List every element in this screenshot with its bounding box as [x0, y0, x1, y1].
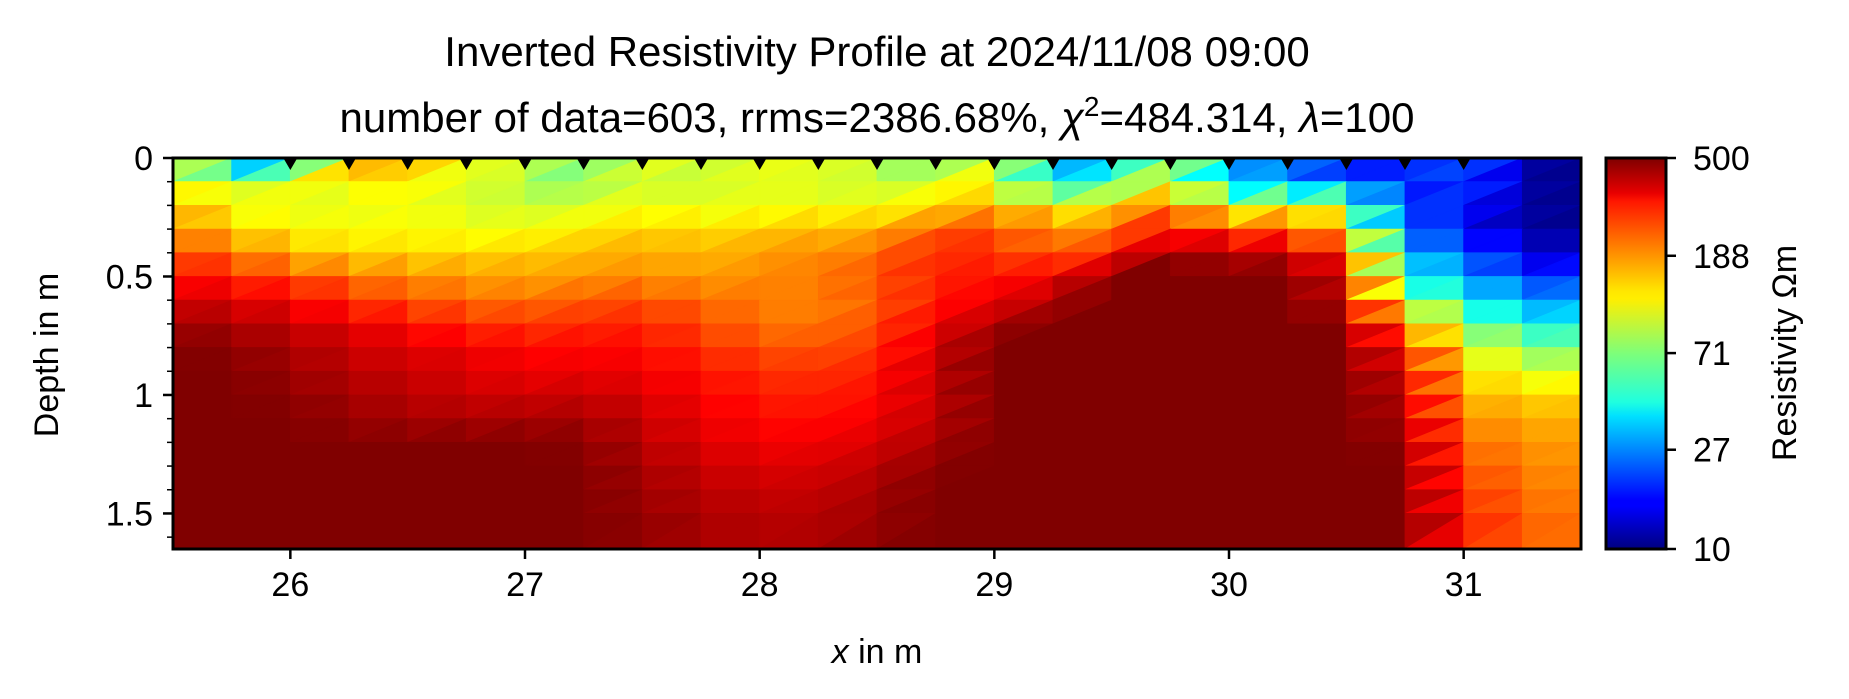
chi-symbol: χ	[1057, 94, 1085, 141]
electrode-marker	[1222, 158, 1236, 170]
colorbar-tick-label: 188	[1693, 238, 1750, 276]
x-tick-label: 27	[506, 566, 544, 604]
x-tick-label: 28	[741, 566, 779, 604]
x-axis-label-text: in m	[849, 633, 923, 671]
electrode-marker	[752, 158, 767, 170]
electrode-marker	[1456, 158, 1471, 170]
electrode-marker	[694, 158, 708, 170]
y-tick-label: 1	[134, 377, 153, 415]
colorbar-label: Resistivity Ωm	[1766, 245, 1804, 461]
electrode-marker	[1163, 158, 1178, 170]
colorbar-tick-label: 500	[1693, 140, 1750, 178]
electrode-marker	[283, 158, 298, 170]
y-tick-label: 0	[134, 140, 153, 178]
electrode-marker	[459, 158, 474, 170]
colorbar-tick-label: 10	[1693, 531, 1731, 569]
electrode-marker	[400, 158, 415, 170]
x-tick-label: 26	[271, 566, 309, 604]
x-tick-label: 29	[975, 566, 1013, 604]
electrode-marker	[1339, 158, 1354, 170]
electrode-marker	[342, 158, 356, 170]
electrode-marker	[1104, 158, 1119, 170]
x-axis-label-symbol: x	[830, 633, 850, 671]
y-axis-label: Depth in m	[28, 273, 66, 437]
chart-title: Inverted Resistivity Profile at 2024/11/…	[444, 28, 1309, 75]
electrode-marker	[870, 158, 884, 170]
x-axis: 26 27 28 29 30 31	[271, 549, 1483, 604]
colorbar-ticks: 10 27 71 188 500	[1666, 140, 1750, 569]
x-axis-label: x in m	[830, 633, 923, 671]
electrode-marker	[928, 158, 943, 170]
resistivity-cell	[1521, 512, 1581, 549]
chi-value: =484.314,	[1100, 94, 1300, 141]
colorbar-tick-label: 71	[1693, 335, 1731, 373]
lambda-value: =100	[1320, 94, 1415, 141]
chart-subtitle: number of data=603, rrms=2386.68%, χ2=48…	[340, 91, 1415, 141]
electrode-marker	[1398, 158, 1412, 170]
plot-frame	[171, 156, 1583, 551]
electrode-marker	[576, 158, 591, 170]
electrode-marker	[518, 158, 532, 170]
electrode-marker	[1046, 158, 1060, 170]
electrode-marker	[635, 158, 650, 170]
y-tick-label: 1.5	[106, 495, 153, 533]
x-tick-label: 31	[1445, 566, 1483, 604]
resistivity-heatmap	[173, 158, 1581, 549]
electrode-marker	[1280, 158, 1295, 170]
electrode-marker	[987, 158, 1002, 170]
x-tick-label: 30	[1210, 566, 1248, 604]
colorbar-tick-label: 27	[1693, 432, 1731, 470]
lambda-symbol: λ	[1297, 94, 1320, 141]
electrode-markers	[283, 158, 1471, 170]
colorbar	[1604, 156, 1668, 551]
subtitle-prefix: number of data=603, rrms=2386.68%,	[340, 94, 1061, 141]
y-tick-label: 0.5	[106, 258, 153, 296]
electrode-marker	[811, 158, 826, 170]
chi-superscript: 2	[1084, 91, 1100, 122]
y-axis: 0 0.5 1 1.5	[106, 140, 173, 538]
